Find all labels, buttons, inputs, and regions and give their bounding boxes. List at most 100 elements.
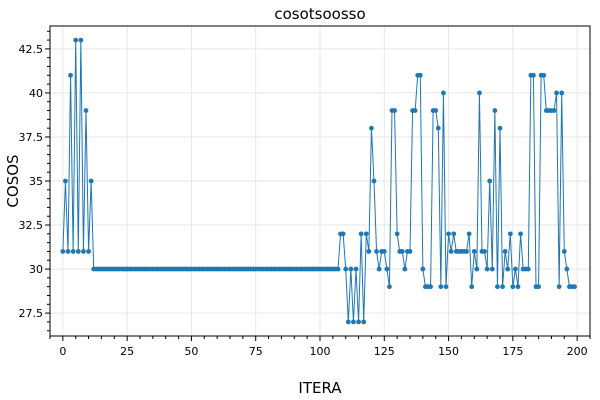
- data-point: [417, 72, 423, 78]
- data-point: [348, 266, 354, 272]
- data-point: [351, 319, 356, 325]
- data-point: [484, 266, 490, 272]
- chart-title: cosotsoosso: [274, 5, 365, 23]
- x-tick-label: 50: [184, 345, 198, 358]
- y-tick-label: 40: [29, 87, 43, 100]
- data-point: [518, 231, 523, 237]
- data-point: [435, 125, 441, 131]
- data-point: [358, 231, 364, 237]
- data-point: [448, 249, 454, 254]
- data-point: [502, 249, 508, 254]
- data-point: [68, 72, 73, 78]
- data-point: [474, 266, 480, 272]
- data-point: [477, 90, 482, 96]
- data-point: [489, 266, 495, 272]
- data-point: [363, 231, 369, 237]
- x-tick-label: 125: [374, 345, 395, 358]
- data-point: [541, 72, 547, 78]
- data-point: [78, 37, 84, 43]
- data-point: [70, 249, 76, 254]
- data-point: [464, 249, 469, 254]
- data-point: [536, 284, 541, 290]
- data-point: [73, 37, 79, 43]
- data-point: [343, 266, 349, 272]
- data-point: [407, 249, 413, 254]
- data-point: [356, 319, 361, 325]
- data-point: [369, 125, 374, 131]
- data-point: [451, 231, 457, 237]
- series-line: [60, 37, 577, 325]
- data-point: [525, 266, 531, 272]
- data-point: [376, 266, 382, 272]
- data-point: [441, 90, 446, 96]
- axis-ticks: 0 25 50 75 100 125 150 175 200 27.5 30 32.5 35 37.5 40…: [19, 30, 591, 358]
- data-point: [60, 249, 66, 254]
- data-point: [88, 178, 94, 184]
- x-tick-label: 100: [310, 345, 331, 358]
- data-point: [361, 319, 367, 325]
- y-tick-label: 42.5: [19, 43, 44, 56]
- data-point: [446, 231, 451, 237]
- data-point: [402, 266, 408, 272]
- data-point: [551, 108, 557, 113]
- data-point: [384, 266, 390, 272]
- data-point: [433, 108, 439, 113]
- data-point: [412, 108, 418, 113]
- data-point: [366, 249, 372, 254]
- data-point: [482, 249, 487, 254]
- x-tick-label: 25: [120, 345, 134, 358]
- data-point: [345, 319, 351, 325]
- y-tick-label: 30: [29, 263, 43, 276]
- data-point: [392, 108, 397, 113]
- data-point: [443, 284, 449, 290]
- x-tick-label: 0: [59, 345, 66, 358]
- data-point: [335, 266, 341, 272]
- data-point: [554, 90, 559, 96]
- data-point: [438, 284, 444, 290]
- data-point: [556, 284, 562, 290]
- x-tick-label: 150: [438, 345, 459, 358]
- data-point: [63, 178, 68, 184]
- data-point: [371, 178, 377, 184]
- data-point: [83, 108, 89, 113]
- data-point: [497, 125, 503, 131]
- x-tick-label: 175: [502, 345, 523, 358]
- y-tick-label: 27.5: [19, 307, 44, 320]
- data-point: [559, 90, 565, 96]
- data-point: [340, 231, 346, 237]
- data-point: [500, 284, 505, 290]
- data-point: [466, 231, 472, 237]
- data-point: [75, 249, 81, 254]
- x-tick-label: 200: [567, 345, 588, 358]
- data-point: [469, 284, 475, 290]
- data-point: [510, 284, 516, 290]
- data-point: [572, 284, 577, 290]
- data-point: [492, 108, 498, 113]
- x-tick-label: 75: [249, 345, 263, 358]
- data-point: [399, 249, 405, 254]
- data-point: [531, 72, 536, 78]
- data-point: [564, 266, 570, 272]
- data-point: [513, 266, 518, 272]
- data-point: [561, 249, 567, 254]
- y-axis-label: COSOS: [4, 154, 22, 207]
- y-tick-label: 35: [29, 175, 43, 188]
- data-point: [394, 231, 400, 237]
- data-point: [420, 266, 426, 272]
- data-point: [353, 266, 359, 272]
- data-point: [471, 249, 477, 254]
- data-point: [86, 249, 91, 254]
- data-point: [495, 284, 500, 290]
- y-tick-label: 32.5: [19, 219, 44, 232]
- data-point: [515, 284, 521, 290]
- data-point: [387, 284, 392, 290]
- data-point: [507, 231, 513, 237]
- data-point: [374, 249, 379, 254]
- data-point: [487, 178, 493, 184]
- y-tick-label: 37.5: [19, 131, 44, 144]
- data-point: [81, 249, 86, 254]
- data-point: [381, 249, 387, 254]
- data-point: [428, 284, 433, 290]
- data-point: [65, 249, 71, 254]
